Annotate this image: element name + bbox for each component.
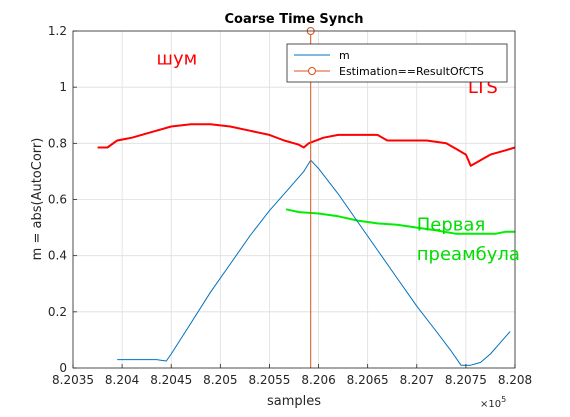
- y-axis-ticks: 0 0.2 0.4 0.6 0.8 1 1.2: [48, 24, 77, 375]
- legend-label-m: m: [339, 49, 350, 62]
- x-tick-label: 8.205: [203, 373, 237, 387]
- x-axis-exponent-power: 5: [501, 395, 506, 404]
- overlay-curve-1: [285, 208, 515, 235]
- legend-marker-estimation: [308, 67, 316, 75]
- series-m-line: [117, 159, 511, 366]
- y-tick-label: 0.2: [48, 305, 67, 319]
- x-tick-label: 8.2075: [445, 373, 487, 387]
- chart-title: Coarse Time Synch: [224, 12, 363, 27]
- y-tick-label: 1: [59, 80, 67, 94]
- x-tick-label: 8.2035: [52, 373, 94, 387]
- y-tick-label: 0.4: [48, 249, 67, 263]
- x-tick-label: 8.207: [400, 373, 434, 387]
- x-tick-label: 8.206: [301, 373, 335, 387]
- x-tick-label: 8.2045: [150, 373, 192, 387]
- y-tick-label: 0: [59, 361, 67, 375]
- legend-box: [286, 43, 508, 83]
- series-layer: [97, 27, 516, 368]
- x-axis-label: samples: [267, 394, 321, 409]
- y-tick-label: 0.6: [48, 193, 67, 207]
- x-axis-exponent: ×105: [480, 395, 506, 410]
- annotation-label-4: преамбула: [417, 244, 520, 265]
- y-tick-label: 1.2: [48, 24, 67, 38]
- annotation-label-3: Первая: [417, 214, 486, 235]
- x-axis-ticks: 8.2035 8.204 8.2045 8.205 8.2055 8.206 8.2065 8…: [52, 364, 532, 387]
- x-tick-label: 8.2055: [248, 373, 290, 387]
- y-axis-label: m = abs(AutoCorr): [30, 138, 45, 261]
- x-tick-label: 8.208: [498, 373, 532, 387]
- legend: m Estimation==ResultOfCTS: [286, 43, 508, 83]
- x-axis-exponent-base: ×10: [480, 399, 501, 410]
- legend-label-estimation: Estimation==ResultOfCTS: [339, 65, 484, 78]
- y-tick-label: 0.8: [48, 136, 67, 150]
- x-tick-label: 8.204: [105, 373, 139, 387]
- overlay-curve-0: [97, 123, 516, 167]
- annotation-label-0: шум: [156, 49, 197, 70]
- x-tick-label: 8.2065: [347, 373, 389, 387]
